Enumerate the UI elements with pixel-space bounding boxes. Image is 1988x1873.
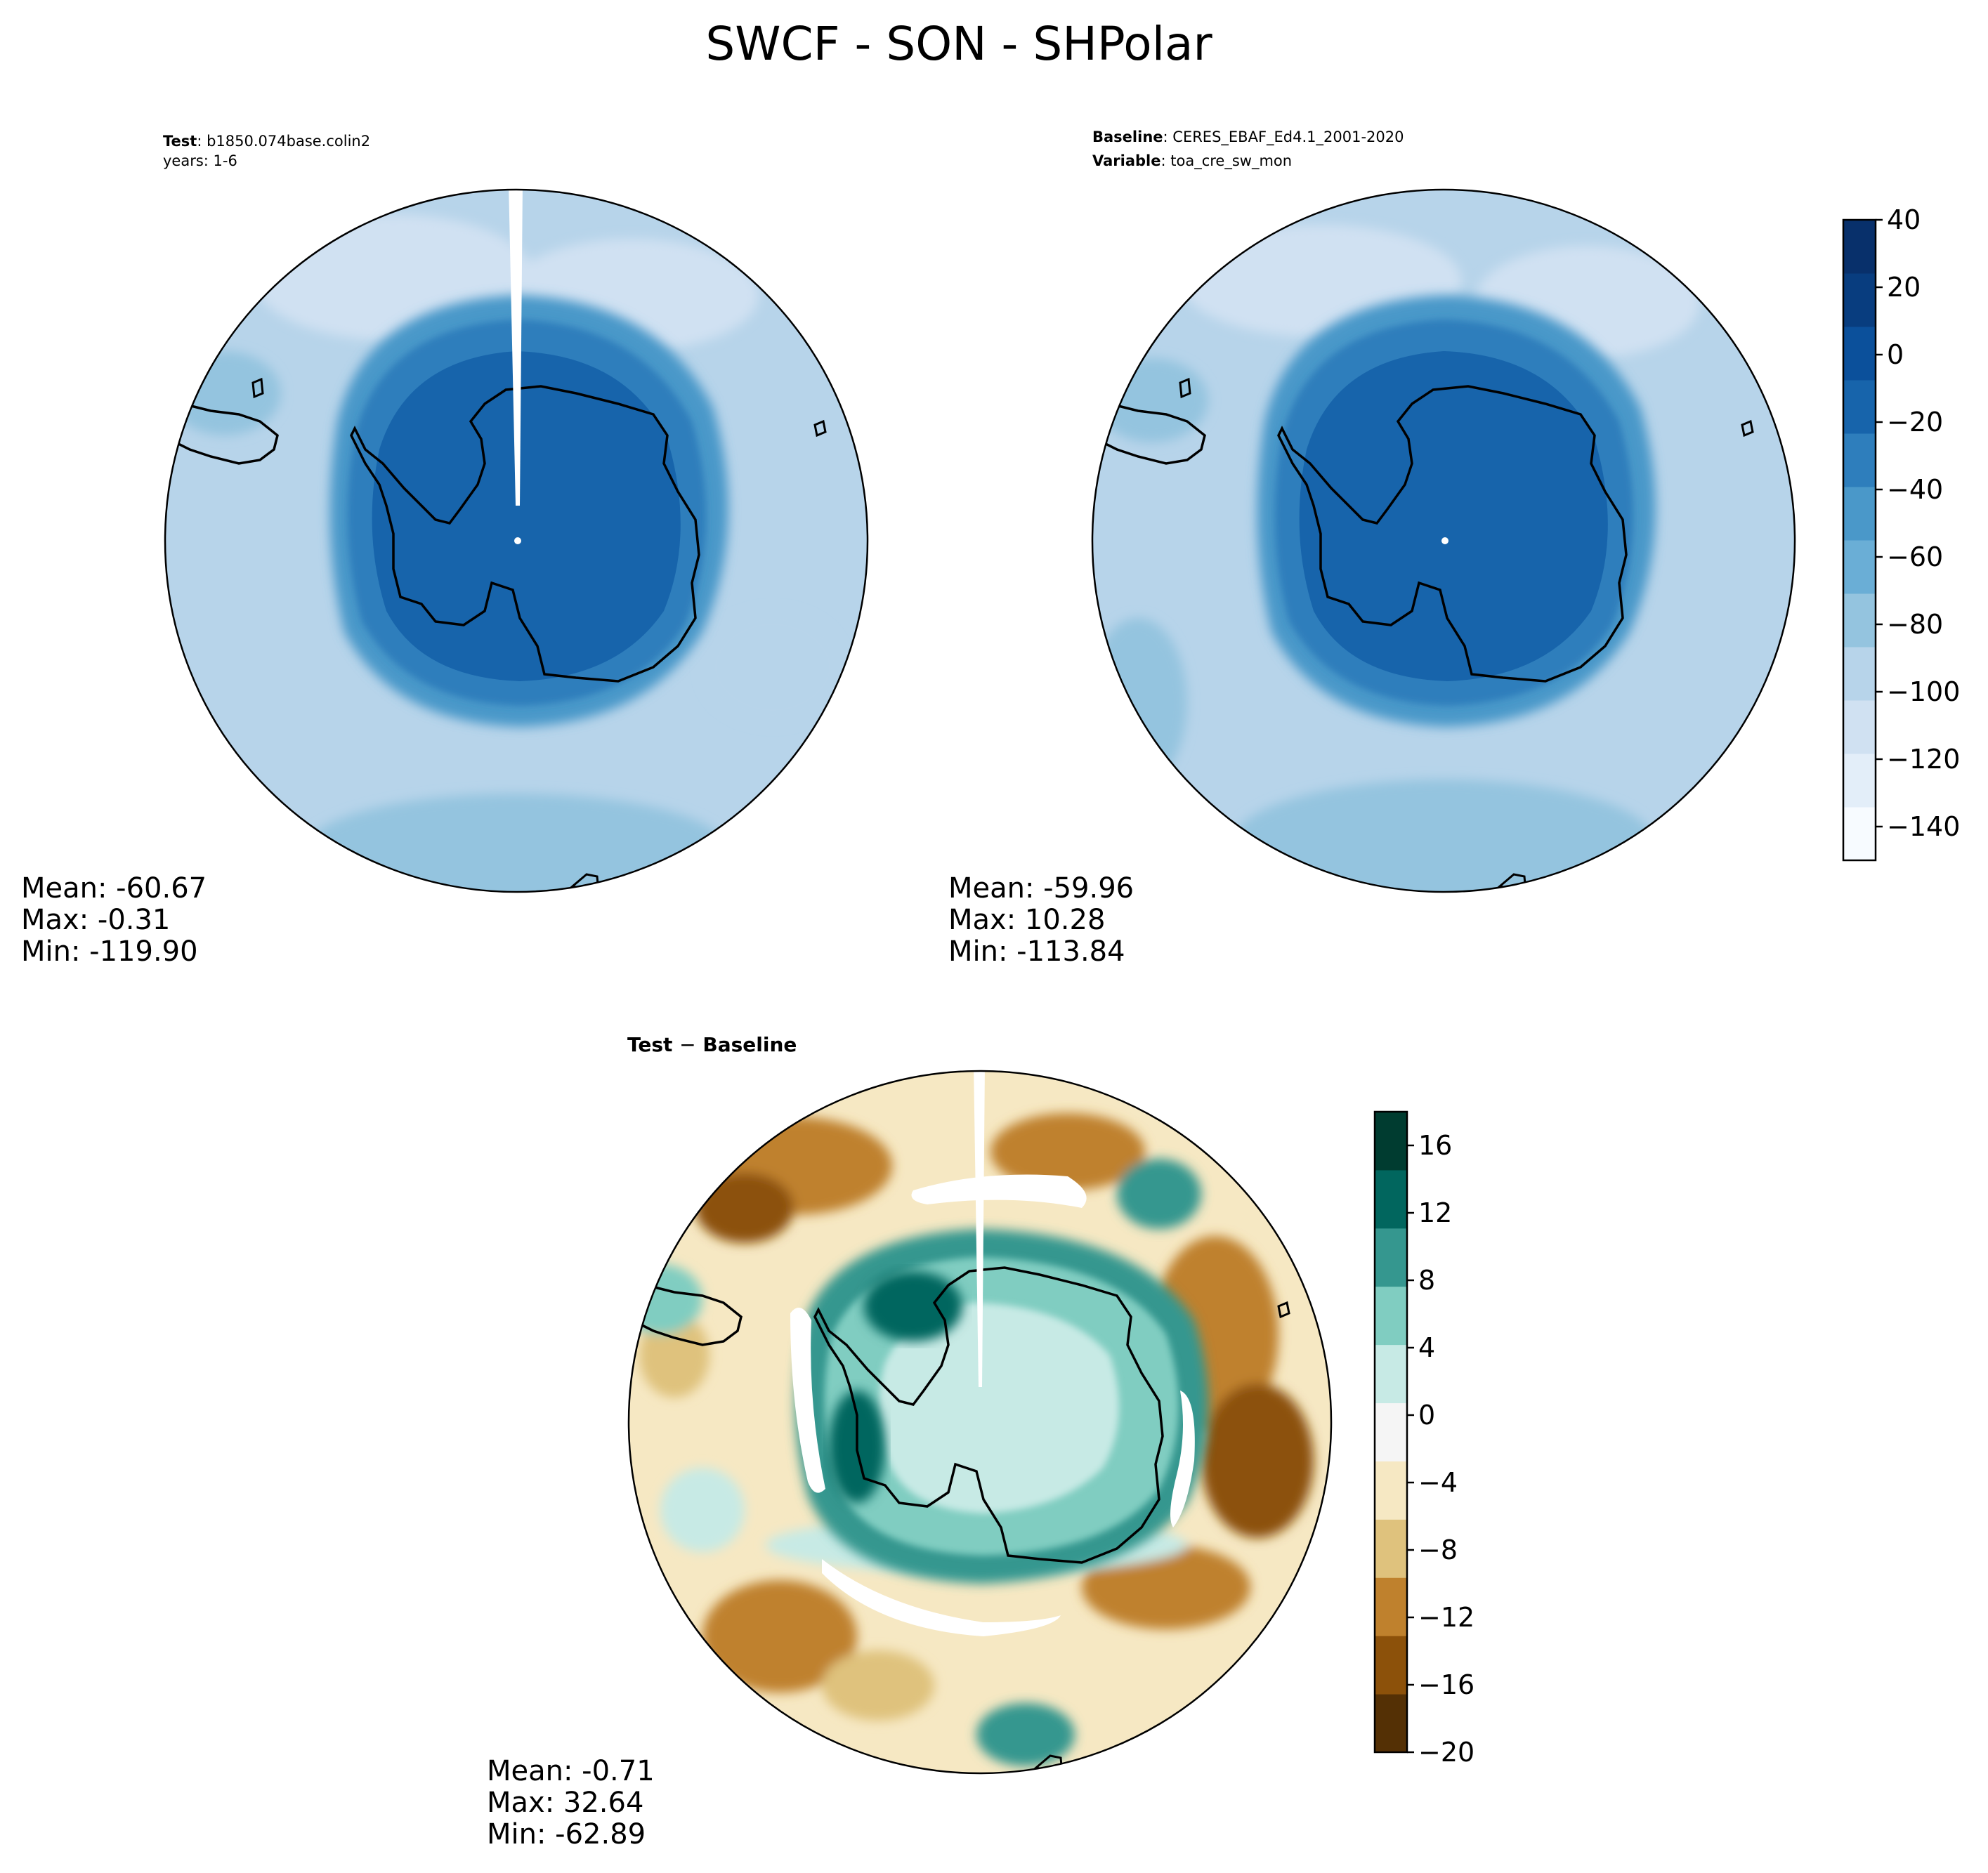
main-colorbar-segment: [1843, 754, 1876, 808]
baseline-variable-value: toa_cre_sw_mon: [1170, 152, 1292, 170]
diff-map-boundary: [627, 1070, 1333, 1775]
diff-colorbar-segment: [1375, 1694, 1407, 1753]
main-colorbar-segment: [1843, 700, 1876, 754]
diff-south-america: [639, 1284, 743, 1346]
main-colorbar-segment: [1843, 807, 1876, 861]
diff-panel: Test − Baseline: [487, 1033, 1333, 1851]
diff-colorbar-tick-label: −4: [1418, 1467, 1458, 1498]
diff-colorbar-tick-label: −12: [1418, 1602, 1474, 1633]
test-years: years: 1-6: [163, 152, 237, 169]
main-colorbar-tick-label: −140: [1887, 811, 1960, 842]
test-map-boundary: [164, 188, 869, 893]
diff-colorbar-segment: [1375, 1636, 1407, 1695]
baseline-core: [1299, 351, 1608, 681]
baseline-south-america: [1102, 402, 1206, 465]
test-mean: Mean: -60.67: [21, 872, 207, 905]
diff-colorbar-segment: [1375, 1286, 1407, 1346]
diff-colorbar-tick-label: −8: [1418, 1534, 1458, 1565]
diff-title-baseline: Baseline: [702, 1033, 797, 1056]
diff-white-band-left: [790, 1308, 825, 1493]
figure-title: SWCF - SON - SHPolar: [705, 17, 1212, 71]
diff-white-band-right: [1170, 1391, 1195, 1527]
main-colorbar-segment: [1843, 540, 1876, 594]
main-colorbar-frame: [1842, 218, 1877, 862]
main-colorbar-tick-label: 20: [1887, 272, 1921, 303]
diff-mean: Mean: -0.71: [487, 1755, 655, 1787]
baseline-map-boundary: [1091, 188, 1796, 893]
diff-antarctica: [813, 1266, 1164, 1564]
baseline-panel: Baseline: CERES_EBAF_Ed4.1_2001-2020 Var…: [948, 129, 1796, 968]
main-colorbar-segment: [1843, 593, 1876, 648]
diff-colorbar-tick-label: 16: [1418, 1130, 1452, 1161]
baseline-header-label: Baseline: [1092, 129, 1163, 145]
diff-colorbar-segment: [1375, 1402, 1407, 1461]
diff-min: Min: -62.89: [487, 1818, 646, 1851]
test-pole-dot: [514, 537, 521, 544]
baseline-map: [1092, 190, 1795, 892]
diff-colorbar-frame: [1373, 1110, 1408, 1754]
test-panel: Test: b1850.074base.colin2 years: 1-6: [21, 133, 869, 968]
main-colorbar-segment: [1843, 220, 1876, 274]
main-colorbar-tick-label: 0: [1887, 339, 1904, 370]
baseline-header-value: CERES_EBAF_Ed4.1_2001-2020: [1172, 129, 1404, 146]
main-colorbar-segment: [1843, 380, 1876, 434]
diff-colorbar-segment: [1375, 1519, 1407, 1578]
main-colorbar-tick-label: −80: [1887, 609, 1943, 640]
diff-white-band-top: [911, 1174, 1087, 1208]
test-core: [372, 351, 681, 681]
main-colorbar-segment: [1843, 433, 1876, 487]
diff-missing-wedge: [974, 1071, 985, 1387]
diff-colorbar-segment: [1375, 1461, 1407, 1520]
diff-colorbar-segment: [1375, 1577, 1407, 1636]
baseline-header: Baseline: CERES_EBAF_Ed4.1_2001-2020: [1092, 129, 1404, 146]
test-map: [165, 190, 868, 892]
main-colorbar: 40 20 0 −20 −40 −60 −80 −100 −120 −140: [1842, 204, 1960, 862]
main-colorbar-segment: [1843, 647, 1876, 701]
diff-colorbar-tick-label: 0: [1418, 1400, 1435, 1431]
diff-colorbar-tick-label: 4: [1418, 1332, 1435, 1363]
diff-title-op: −: [679, 1033, 695, 1056]
diff-core: [879, 1303, 1119, 1513]
test-header-value: b1850.074base.colin2: [207, 133, 370, 150]
diff-title-test: Test: [627, 1033, 672, 1056]
baseline-pole-dot: [1441, 537, 1449, 544]
main-colorbar-tick-label: −100: [1887, 676, 1960, 707]
main-colorbar-tick-label: −20: [1887, 407, 1943, 438]
test-max: Max: -0.31: [21, 904, 170, 936]
baseline-antarctica: [1277, 385, 1628, 683]
diff-colorbar-tick-label: −20: [1418, 1737, 1474, 1768]
diff-colorbar-segment: [1375, 1344, 1407, 1404]
diff-colorbar-tick-label: 8: [1418, 1265, 1435, 1296]
main-colorbar-tick-label: −40: [1887, 474, 1943, 505]
diff-colorbar-tick-label: −16: [1418, 1669, 1474, 1700]
diff-colorbar: 16 12 8 4 0 −4 −8 −12 −16 −20: [1373, 1110, 1474, 1768]
diff-colorbar-segment: [1375, 1169, 1407, 1229]
diff-map: [629, 1071, 1331, 1773]
test-south-america: [175, 402, 279, 465]
baseline-mean: Mean: -59.96: [948, 872, 1134, 905]
diff-white-band-bottom: [822, 1559, 1061, 1636]
main-colorbar-tick-label: −120: [1887, 744, 1960, 775]
main-colorbar-tick-label: 40: [1887, 204, 1921, 235]
test-min: Min: -119.90: [21, 935, 198, 968]
baseline-variable: Variable: toa_cre_sw_mon: [1092, 152, 1292, 170]
test-header: Test: b1850.074base.colin2: [163, 133, 370, 150]
diff-title: Test − Baseline: [627, 1033, 797, 1056]
main-colorbar-segment: [1843, 273, 1876, 327]
main-colorbar-segment: [1843, 487, 1876, 541]
baseline-variable-label: Variable: [1092, 152, 1160, 169]
test-header-label: Test: [163, 133, 197, 150]
baseline-min: Min: -113.84: [948, 935, 1125, 968]
test-antarctica: [350, 385, 700, 683]
test-missing-wedge: [509, 190, 523, 506]
main-colorbar-tick-label: −60: [1887, 541, 1943, 572]
diff-colorbar-segment: [1375, 1228, 1407, 1287]
diff-max: Max: 32.64: [487, 1787, 643, 1819]
baseline-max: Max: 10.28: [948, 904, 1105, 936]
diff-colorbar-segment: [1375, 1112, 1407, 1171]
diff-colorbar-tick-label: 12: [1418, 1197, 1452, 1228]
main-colorbar-segment: [1843, 327, 1876, 381]
